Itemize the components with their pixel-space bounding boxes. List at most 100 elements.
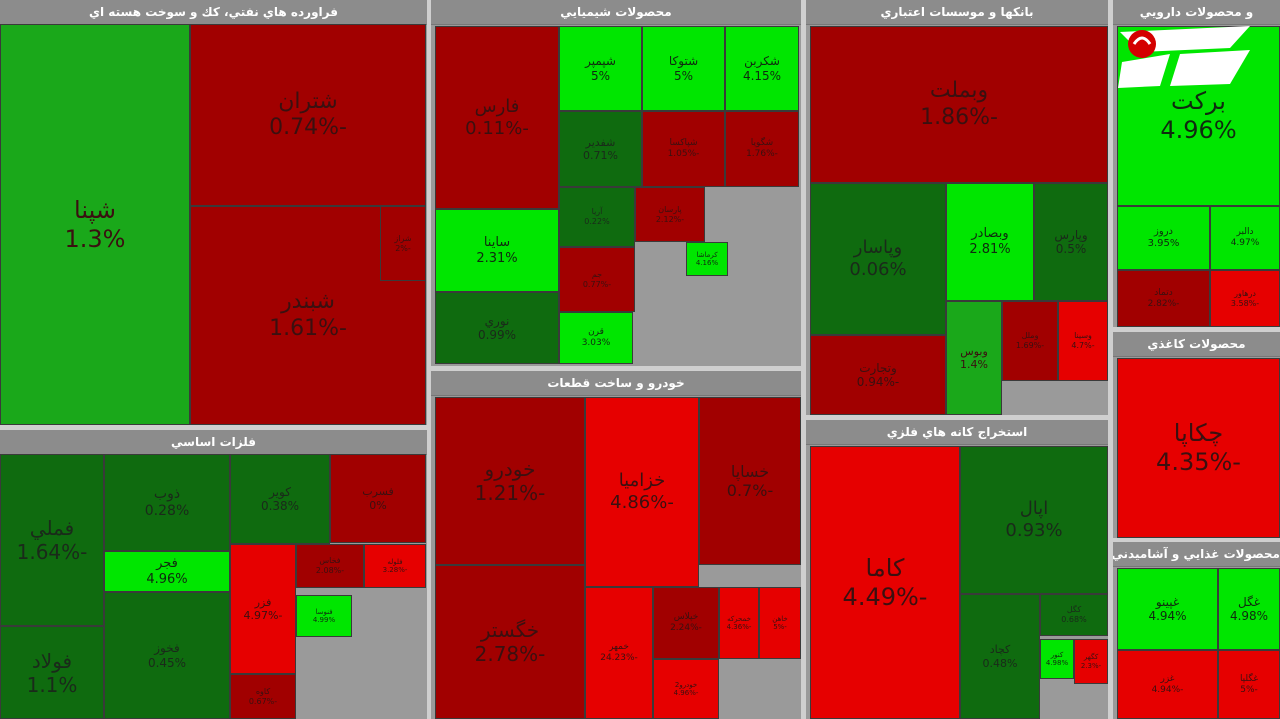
stock-tile[interactable]: فزر -4.97% bbox=[230, 544, 296, 674]
stock-tile[interactable]: خپلاس -2.24% bbox=[653, 587, 719, 659]
stock-change: -24.23% bbox=[600, 653, 638, 663]
stock-symbol: خودرو bbox=[484, 457, 536, 481]
stock-tile[interactable]: خاهن -5% bbox=[759, 587, 801, 659]
stock-tile[interactable]: كوير 0.38% bbox=[230, 454, 330, 544]
stock-tile[interactable]: ساينا 2.31% bbox=[435, 209, 559, 292]
stock-tile[interactable]: خودرو -1.21% bbox=[435, 397, 585, 565]
stock-change: 4.96% bbox=[1160, 116, 1237, 144]
stock-tile[interactable]: كچاد 0.48% bbox=[960, 594, 1040, 719]
stock-change: -1.69% bbox=[1015, 341, 1045, 350]
stock-tile[interactable]: كرماشا 4.16% bbox=[686, 242, 728, 276]
stock-tile[interactable]: آريا 0.22% bbox=[559, 187, 635, 247]
stock-symbol: كرماشا bbox=[696, 250, 718, 259]
stock-tile[interactable]: وسينا -4.7% bbox=[1058, 301, 1108, 381]
stock-symbol: وتجارت bbox=[859, 360, 897, 375]
stock-tile[interactable]: فنوسا 4.99% bbox=[296, 595, 352, 637]
stock-tile[interactable]: دالبر 4.97% bbox=[1210, 206, 1280, 270]
stock-symbol: وپارس bbox=[1054, 227, 1088, 242]
stock-change: -0.74% bbox=[269, 115, 347, 140]
stock-tile[interactable]: اپال 0.93% bbox=[960, 446, 1108, 594]
stock-tile[interactable]: جم -0.77% bbox=[559, 247, 635, 312]
stock-tile[interactable]: خمهر -24.23% bbox=[585, 587, 653, 719]
stock-tile[interactable]: خودرو2 -4.96% bbox=[653, 659, 719, 719]
stock-tile[interactable]: فخاس -2.08% bbox=[296, 544, 364, 588]
stock-tile[interactable]: وپاسار 0.06% bbox=[810, 183, 946, 335]
stock-tile[interactable]: وپارس 0.5% bbox=[1034, 183, 1108, 301]
stock-tile[interactable]: شتوكا 5% bbox=[642, 26, 725, 111]
stock-change: 0.5% bbox=[1055, 242, 1087, 256]
stock-tile[interactable]: شكربن 4.15% bbox=[725, 26, 799, 111]
stock-tile[interactable]: خگستر -2.78% bbox=[435, 565, 585, 719]
stock-change: 1.1% bbox=[26, 672, 78, 697]
stock-tile[interactable]: غگل 4.98% bbox=[1218, 568, 1280, 650]
stock-tile[interactable]: شپنا 1.3% bbox=[0, 24, 190, 425]
stock-tile[interactable]: شگويا -1.76% bbox=[725, 111, 799, 187]
stock-tile[interactable]: غزر -4.94% bbox=[1117, 650, 1218, 719]
stock-change: -0.77% bbox=[582, 279, 612, 289]
stock-symbol: كگهر bbox=[1083, 653, 1099, 662]
stock-change: 4.99% bbox=[312, 616, 336, 624]
stock-tile[interactable]: چكاپا -4.35% bbox=[1117, 358, 1280, 538]
stock-change: 0.48% bbox=[982, 656, 1018, 670]
stock-tile[interactable]: ذوب 0.28% bbox=[104, 454, 230, 551]
stock-tile[interactable]: قرن 3.03% bbox=[559, 312, 633, 364]
stock-tile[interactable]: درهاور -3.58% bbox=[1210, 270, 1280, 327]
stock-tile[interactable]: پارسان -2.12% bbox=[635, 187, 705, 242]
stock-tile[interactable]: خمحركه -4.36% bbox=[719, 587, 759, 659]
stock-change: 4.97% bbox=[1230, 238, 1260, 248]
stock-change: -0.7% bbox=[726, 481, 774, 500]
stock-change: -3.58% bbox=[1230, 298, 1260, 308]
stock-tile[interactable]: خساپا -0.7% bbox=[699, 397, 801, 565]
stock-symbol: دروز bbox=[1154, 226, 1173, 237]
sector-6: خودرو و ساخت قطعات خودرو -1.21% خزاميا -4.86… bbox=[431, 371, 801, 719]
stock-change: 4.94% bbox=[1148, 609, 1187, 623]
stock-tile[interactable]: وبصادر 2.81% bbox=[946, 183, 1034, 301]
stock-tile[interactable]: فسرب 0% bbox=[330, 454, 426, 543]
stock-tile[interactable]: شپاكسا -1.05% bbox=[642, 111, 725, 187]
stock-tile[interactable]: فارس -0.11% bbox=[435, 26, 559, 209]
stock-symbol: كاوه bbox=[255, 686, 271, 696]
stock-tile[interactable]: وبملت -1.86% bbox=[810, 26, 1108, 183]
stock-symbol: وملل bbox=[1021, 331, 1039, 341]
site-logo bbox=[1118, 26, 1250, 88]
stock-tile[interactable]: كاما -4.49% bbox=[810, 446, 960, 719]
stock-tile[interactable]: شفدير 0.71% bbox=[559, 111, 642, 187]
stock-tile[interactable]: نوري 0.99% bbox=[435, 292, 559, 364]
stock-symbol: غگل bbox=[1238, 594, 1260, 609]
stock-tile[interactable]: كگل 0.68% bbox=[1040, 594, 1108, 636]
stock-change: 0.45% bbox=[147, 655, 187, 670]
stock-symbol: پارسان bbox=[658, 204, 682, 214]
stock-tile[interactable]: شراز -2% bbox=[380, 206, 426, 281]
stock-symbol: جم bbox=[591, 269, 603, 279]
stock-tile[interactable]: غگلپا -5% bbox=[1218, 650, 1280, 719]
stock-symbol: شتوكا bbox=[668, 54, 699, 69]
stock-tile[interactable]: وبوس 1.4% bbox=[946, 301, 1002, 415]
stock-tile[interactable]: دتماد -2.82% bbox=[1117, 270, 1210, 327]
stock-tile[interactable]: فملي -1.64% bbox=[0, 454, 104, 626]
stock-tile[interactable]: كنور 4.98% bbox=[1040, 639, 1074, 679]
stock-tile[interactable]: دروز 3.95% bbox=[1117, 206, 1210, 270]
stock-symbol: كگل bbox=[1066, 605, 1082, 615]
stock-change: 0.71% bbox=[583, 149, 618, 162]
stock-tile[interactable]: خزاميا -4.86% bbox=[585, 397, 699, 587]
stock-tile[interactable]: فخوز 0.45% bbox=[104, 592, 230, 719]
stock-tile[interactable]: غپينو 4.94% bbox=[1117, 568, 1218, 650]
stock-change: -1.64% bbox=[16, 540, 88, 564]
stock-symbol: وبصادر bbox=[971, 226, 1009, 242]
stock-change: -2.24% bbox=[670, 623, 702, 633]
stock-tile[interactable]: فولاد 1.1% bbox=[0, 626, 104, 719]
stock-change: -0.94% bbox=[856, 375, 900, 389]
stock-tile[interactable]: فجر 4.96% bbox=[104, 551, 230, 592]
stock-tile[interactable]: وتجارت -0.94% bbox=[810, 335, 946, 415]
sector-title: بانكها و موسسات اعتباري bbox=[806, 0, 1108, 25]
stock-tile[interactable]: فلوله -3.28% bbox=[364, 544, 426, 588]
stock-tile[interactable]: كاوه -0.67% bbox=[230, 674, 296, 719]
stock-tile[interactable]: كگهر -2.3% bbox=[1074, 639, 1108, 684]
stock-tile[interactable]: شتران -0.74% bbox=[190, 24, 426, 206]
stock-change: 1.4% bbox=[960, 358, 988, 371]
stock-symbol: غزر bbox=[1160, 673, 1175, 684]
stock-tile[interactable]: شپمپر 5% bbox=[559, 26, 642, 111]
stock-tile[interactable]: وملل -1.69% bbox=[1002, 301, 1058, 381]
sector-title: محصولات كاغذي bbox=[1113, 332, 1280, 357]
stock-change: 0.06% bbox=[849, 259, 907, 280]
